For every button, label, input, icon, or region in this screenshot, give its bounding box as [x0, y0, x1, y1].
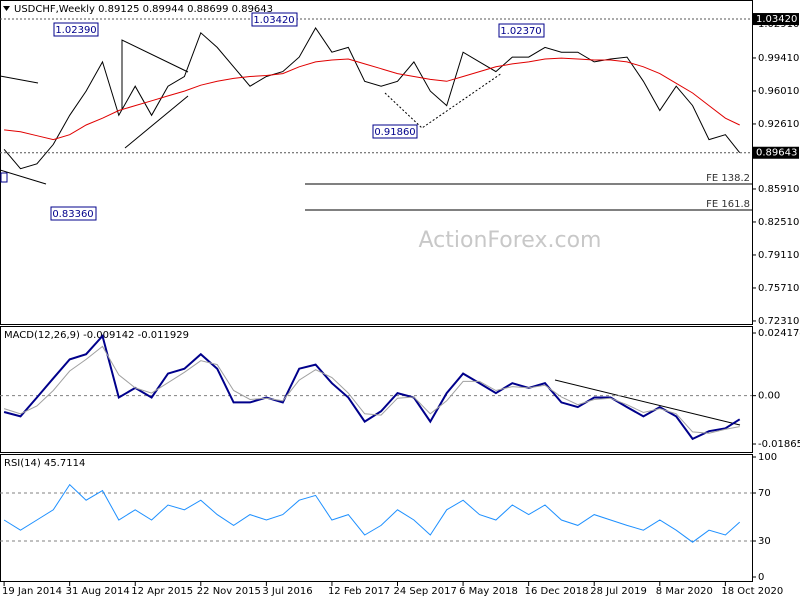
x-tick-label: 24 Sep 2017 — [394, 586, 457, 597]
series-line — [3, 345, 740, 434]
annotation: 1.02370 — [500, 26, 541, 37]
x-tick-label: 8 Mar 2020 — [656, 586, 713, 597]
y-tick-label: 30 — [758, 536, 771, 547]
y-tick-label: 0.96010 — [758, 86, 799, 97]
y-tick-label: 0.024174 — [758, 328, 800, 339]
annotation: FE 138.2 — [706, 173, 750, 184]
annotations: 1.02390 1.03420 1.02370 0.91860 0.83360 … — [50, 12, 750, 221]
panel-title: MACD(12,26,9) -0.009142 -0.011929 — [4, 330, 189, 341]
y-tick-label: 0.92610 — [758, 119, 799, 130]
x-tick-label: 16 Dec 2018 — [525, 586, 589, 597]
annotation-box — [53, 22, 99, 37]
annotation-box — [50, 206, 97, 221]
trendline — [0, 169, 47, 185]
watermark: ActionForex.com — [419, 228, 602, 253]
series-line — [3, 333, 741, 441]
y-tick-label: 0.75710 — [758, 283, 799, 294]
triangle — [121, 39, 189, 110]
marker — [0, 172, 8, 183]
panel-title: USDCHF,Weekly 0.89125 0.89944 0.88699 0.… — [14, 4, 273, 15]
annotation: 1.03420 — [253, 15, 294, 26]
annotation-box — [372, 124, 418, 139]
annotation-box — [498, 23, 545, 38]
y-tick-label: 0 — [758, 572, 764, 583]
x-tick-label: 18 Oct 2020 — [721, 586, 783, 597]
price-label: 1.03420 — [756, 14, 797, 25]
x-tick-label: 31 Aug 2014 — [66, 586, 130, 597]
macd-panel — [0, 326, 753, 453]
trendline — [0, 75, 39, 84]
x-tick-label: 22 Nov 2015 — [197, 586, 261, 597]
y-tick-label: 0.00 — [758, 391, 780, 402]
annotation: 1.02390 — [55, 25, 96, 36]
plot: USDCHF,Weekly 0.89125 0.89944 0.88699 0.… — [0, 4, 800, 597]
x-tick-label: 19 Jan 2014 — [2, 586, 62, 597]
y-tick-label: 0.85910 — [758, 184, 799, 195]
price-label-box — [752, 13, 799, 26]
y-tick-label: 0.99410 — [758, 53, 799, 64]
price-panel — [0, 0, 753, 325]
y-tick-label: 70 — [758, 488, 771, 499]
x-tick-label: 3 Jul 2016 — [262, 586, 312, 597]
menu-icon — [3, 6, 10, 11]
y-tick-label: 0.72310 — [758, 316, 799, 327]
x-tick-label: 28 Jul 2019 — [590, 586, 647, 597]
y-tick-label: 0.79110 — [758, 250, 799, 261]
y-tick-label: 100 — [758, 452, 777, 463]
series-line — [3, 27, 741, 170]
series-line — [4, 57, 740, 141]
triangle — [124, 95, 189, 149]
y-tick-label: -0.018653 — [758, 439, 800, 450]
annotation-box — [251, 12, 298, 27]
price-label-box — [752, 146, 799, 159]
annotation: 0.91860 — [374, 127, 415, 138]
trendline — [384, 72, 503, 129]
y-tick-label: 0.82510 — [758, 217, 799, 228]
x-tick-label: 12 Apr 2015 — [131, 586, 193, 597]
x-tick-label: 6 May 2018 — [459, 586, 518, 597]
panel-title: RSI(14) 45.7114 — [4, 458, 85, 469]
x-tick-label: 12 Feb 2017 — [328, 586, 390, 597]
rsi-panel — [0, 454, 753, 582]
series-line — [3, 483, 741, 543]
macd-trendline — [554, 379, 741, 426]
drawings — [0, 39, 752, 426]
price-label: 0.89643 — [756, 148, 797, 159]
annotation: 0.83360 — [52, 209, 93, 220]
annotation: FE 161.8 — [706, 199, 750, 210]
